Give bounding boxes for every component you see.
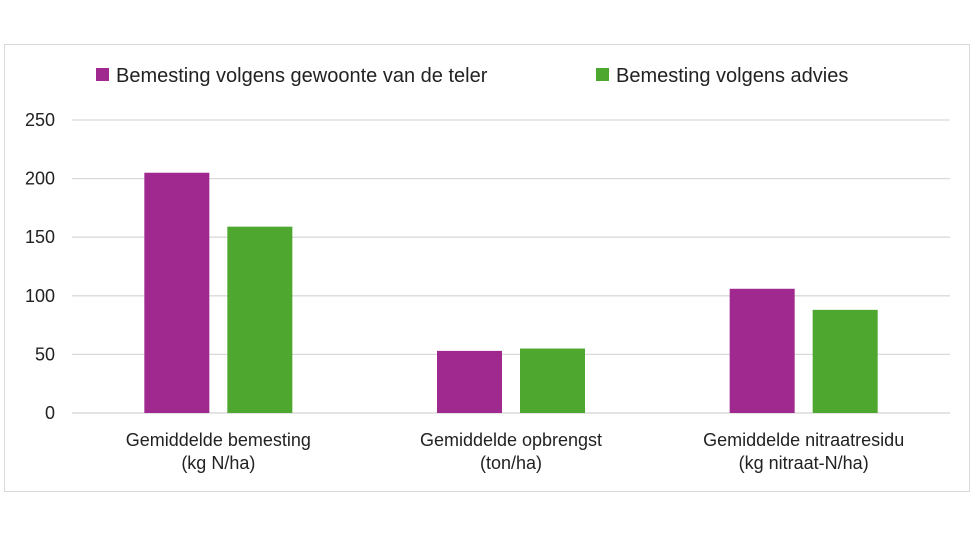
legend-swatch-1 (596, 68, 609, 81)
y-tick-label: 50 (35, 344, 55, 364)
bar-gewoonte-1 (437, 350, 502, 413)
bars (144, 172, 878, 413)
y-tick-label: 100 (25, 286, 55, 306)
x-category-line: Gemiddelde opbrengst (420, 430, 602, 450)
legend-label-0: Bemesting volgens gewoonte van de teler (116, 65, 488, 87)
bar-advies-2 (812, 309, 878, 413)
x-category-line: Gemiddelde bemesting (126, 430, 311, 450)
x-category-line: (ton/ha) (480, 453, 542, 473)
x-category-line: Gemiddelde nitraatresidu (703, 430, 904, 450)
y-tick-label: 0 (45, 403, 55, 423)
legend-swatch-0 (96, 68, 109, 81)
y-tick-label: 250 (25, 110, 55, 130)
bar-advies-0 (227, 226, 293, 413)
x-category-label: Gemiddelde bemesting (kg N/ha) (126, 430, 311, 473)
x-category-label: Gemiddelde opbrengst (ton/ha) (420, 430, 602, 473)
x-category-line: (kg nitraat-N/ha) (739, 453, 869, 473)
legend-label-1: Bemesting volgens advies (616, 65, 848, 87)
bar-gewoonte-2 (729, 288, 795, 413)
chart-frame (4, 44, 970, 492)
y-tick-label: 200 (25, 169, 55, 189)
x-axis-categories: Gemiddelde bemesting (kg N/ha)Gemiddelde … (126, 430, 904, 473)
legend: Bemesting volgens gewoonte van de teler B… (96, 65, 848, 87)
x-category-label: Gemiddelde nitraatresidu (kg nitraat-N/ha… (703, 430, 904, 473)
y-tick-label: 150 (25, 227, 55, 247)
y-axis-ticks: 0 50 100 150 200 250 (25, 110, 55, 423)
bar-advies-1 (520, 348, 585, 413)
bar-gewoonte-0 (144, 172, 210, 413)
gridlines (72, 119, 950, 414)
x-category-line: (kg N/ha) (181, 453, 255, 473)
